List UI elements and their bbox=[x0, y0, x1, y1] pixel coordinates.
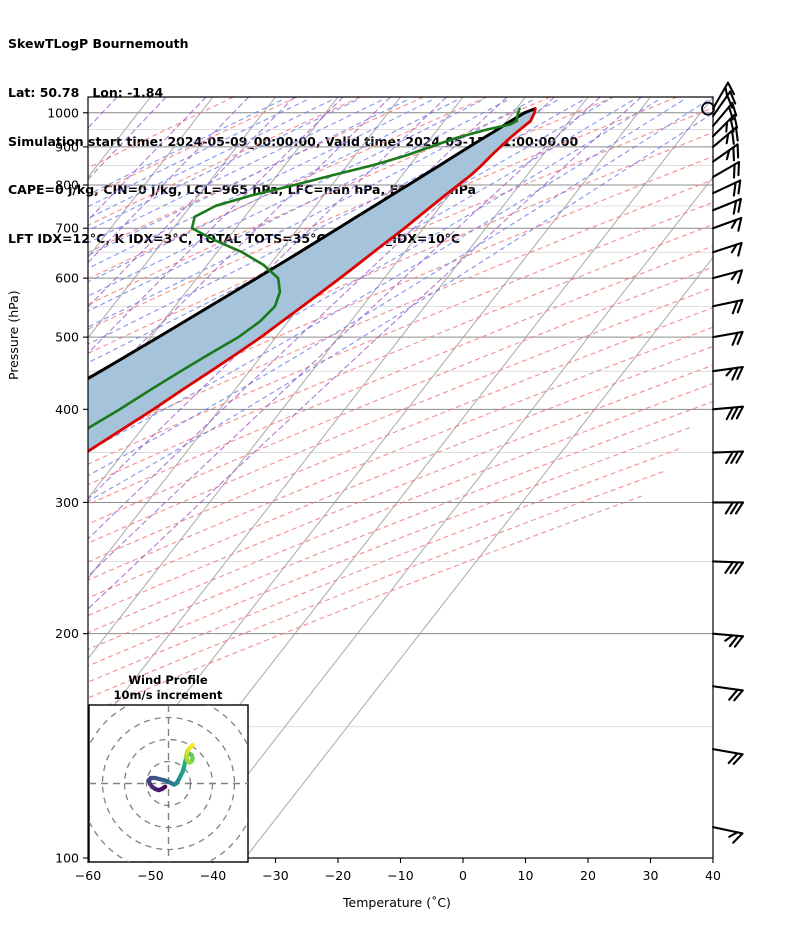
y-tick-label: 1000 bbox=[47, 105, 79, 120]
x-tick-label: −50 bbox=[137, 868, 163, 883]
cape-shaded-area bbox=[88, 108, 536, 452]
y-tick-label: 200 bbox=[55, 626, 79, 641]
inset-title-line1: Wind Profile bbox=[128, 673, 208, 687]
y-tick-label: 300 bbox=[55, 495, 79, 510]
x-tick-label: −30 bbox=[262, 868, 288, 883]
y-tick-label: 900 bbox=[55, 139, 79, 154]
y-tick-label: 700 bbox=[55, 221, 79, 236]
x-tick-label: −60 bbox=[75, 868, 101, 883]
x-tick-label: −20 bbox=[325, 868, 351, 883]
y-tick-label: 500 bbox=[55, 330, 79, 345]
y-tick-label: 800 bbox=[55, 178, 79, 193]
x-tick-label: 20 bbox=[580, 868, 596, 883]
wind-profile-inset: Wind Profile 10m/s increment bbox=[88, 673, 249, 863]
x-tick-label: 10 bbox=[518, 868, 534, 883]
sounding-curves bbox=[88, 107, 537, 453]
header-title: SkewTLogP Bournemouth bbox=[8, 36, 189, 52]
x-tick-label: −10 bbox=[387, 868, 413, 883]
y-tick-label: 400 bbox=[55, 402, 79, 417]
header-block: SkewTLogP Bournemouth Lat: 50.78 Lon: -1… bbox=[8, 4, 578, 279]
x-tick-label: 0 bbox=[459, 868, 467, 883]
x-tick-label: −40 bbox=[200, 868, 226, 883]
inset-title-line2: 10m/s increment bbox=[114, 688, 223, 702]
y-tick-label: 600 bbox=[55, 271, 79, 286]
axis-ticks: −60 −50 −40 −30 −20 −10 0 10 20 30 40 100 200 300 400 5… bbox=[47, 105, 721, 883]
header-latlon: Lat: 50.78 Lon: -1.84 bbox=[8, 85, 164, 101]
x-axis-label: Temperature (˚C) bbox=[343, 895, 451, 910]
hodograph-trace bbox=[146, 742, 195, 793]
background-grid bbox=[88, 97, 713, 858]
x-tick-label: 30 bbox=[643, 868, 659, 883]
wind-barbs bbox=[701, 81, 745, 844]
y-tick-label: 100 bbox=[55, 851, 79, 866]
y-axis-label: Pressure (hPa) bbox=[6, 290, 21, 380]
x-tick-label: 40 bbox=[705, 868, 721, 883]
